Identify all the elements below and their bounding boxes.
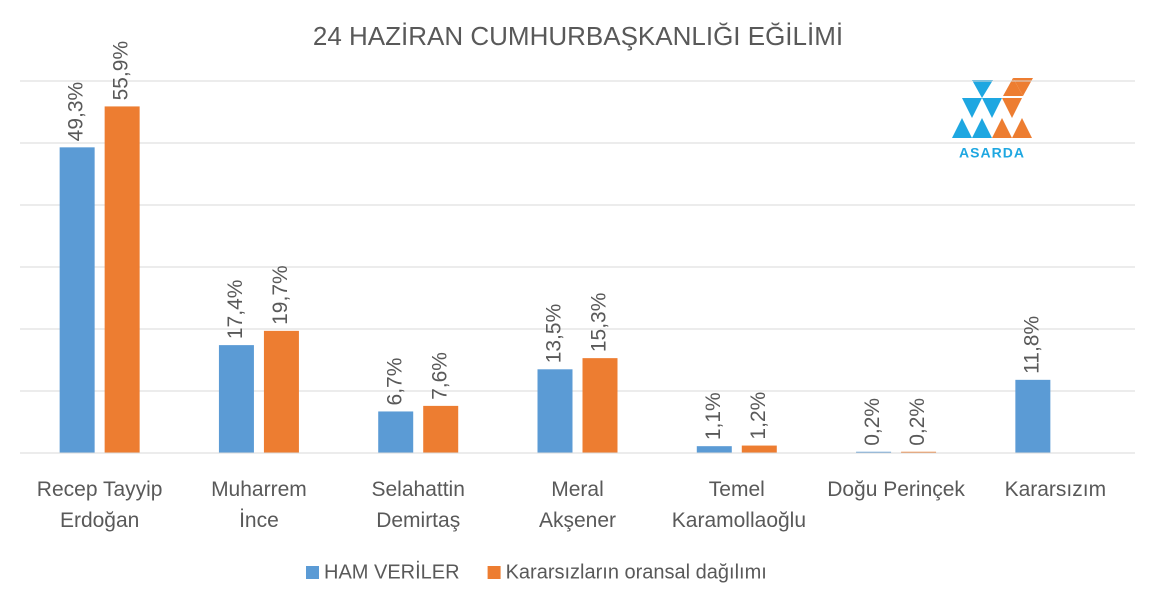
bar (901, 451, 937, 453)
data-label: 55,9% (110, 41, 133, 101)
bar (263, 330, 299, 453)
bar (856, 451, 892, 453)
bar (378, 411, 414, 453)
data-label: 0,2% (861, 398, 884, 446)
x-tick-label: Kararsızım (1004, 478, 1107, 501)
data-label: 0,2% (906, 398, 929, 446)
data-label: 17,4% (224, 280, 247, 340)
bar (423, 405, 459, 453)
data-label: 49,3% (65, 82, 88, 142)
data-label: 13,5% (543, 304, 566, 364)
bar (741, 445, 777, 453)
data-label: 11,8% (1020, 316, 1043, 374)
legend-swatch (487, 566, 501, 579)
bar (537, 369, 573, 453)
bar (59, 147, 95, 453)
data-label: 1,2% (747, 392, 770, 440)
x-tick-label: Temel Karamollaoğlu (671, 478, 807, 532)
data-label: 1,1% (702, 392, 725, 440)
bar (696, 446, 732, 453)
logo-text: ASARDA (959, 145, 1025, 161)
legend-swatch (306, 566, 319, 579)
x-tick-label: Doğu Perinçek (827, 478, 965, 501)
x-tick-label: Selahattin Demirtaş (371, 478, 465, 532)
data-label: 15,3% (588, 293, 611, 353)
bar (582, 358, 618, 453)
logo: ASARDA (952, 78, 1033, 161)
bar (218, 345, 254, 453)
x-tick-label: Muharrem İnce (211, 478, 307, 532)
legend-label: Kararsızların oransal dağılımı (506, 561, 767, 583)
data-label: 6,7% (383, 358, 406, 406)
data-label: 7,6% (428, 352, 451, 400)
bar (1015, 379, 1051, 453)
x-tick-label: Meral Akşener (538, 478, 617, 532)
chart-title: 24 HAZİRAN CUMHURBAŞKANLIĞI EĞİLİMİ (313, 21, 843, 51)
data-label: 19,7% (269, 265, 292, 325)
x-tick-label: Recep Tayyip Erdoğan (36, 478, 163, 532)
legend-label: HAM VERİLER (324, 560, 460, 583)
bar (104, 106, 140, 454)
